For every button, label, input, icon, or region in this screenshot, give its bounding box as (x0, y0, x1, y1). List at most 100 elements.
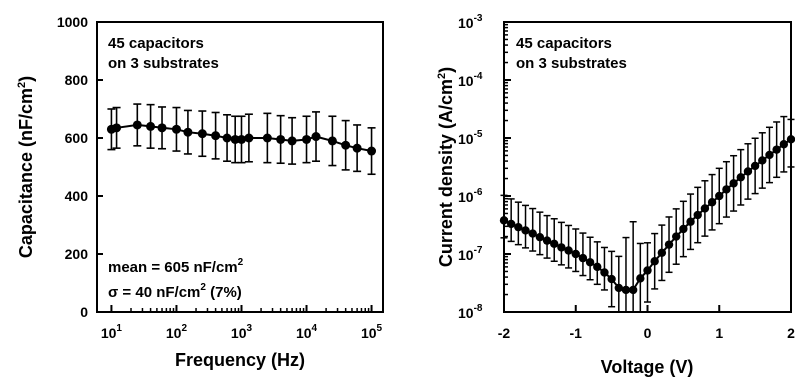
right-data-point (765, 150, 774, 160)
right-data-point (672, 232, 681, 241)
right-data-point (758, 156, 767, 165)
right-data-point (628, 285, 638, 295)
capacitance-chart: 0 200 400 600 800 1000 101 102 103 104 105 45 cap… (16, 14, 384, 370)
right-data-point (571, 249, 580, 259)
left-y-ticks: 0 200 400 600 800 1000 (57, 14, 103, 320)
left-data-point (341, 140, 351, 150)
current-density-chart: 10-8 10-7 10-6 10-5 10-4 10-3 -2 -1 0 1 2 45 capa… (436, 13, 795, 377)
right-data-point (636, 274, 645, 283)
right-data-point (729, 179, 738, 188)
left-y-tick-label: 1000 (57, 14, 88, 30)
left-x-tick-label: 104 (296, 323, 318, 341)
right-y-tick-label: 10-6 (458, 187, 483, 205)
left-data-point (112, 123, 122, 133)
left-data-points (106, 120, 377, 156)
left-x-tick-label: 103 (231, 323, 253, 341)
right-data-point (686, 217, 695, 226)
right-data-point (535, 232, 545, 242)
right-data-point (578, 253, 588, 263)
right-x-tick-label: -2 (498, 325, 511, 341)
right-data-point (550, 239, 559, 248)
right-data-point (528, 229, 537, 238)
left-plot-frame (96, 21, 384, 313)
right-y-tick-label: 10-8 (458, 303, 483, 321)
left-data-point (302, 134, 312, 144)
left-data-point (327, 136, 337, 146)
right-x-ticks: -2 -1 0 1 2 (498, 305, 795, 341)
left-y-tick-label: 200 (65, 246, 89, 262)
right-x-tick-label: 1 (715, 325, 723, 341)
right-data-point (521, 226, 530, 235)
right-data-point (657, 248, 667, 257)
right-data-point (593, 262, 602, 272)
right-y-ticks: 10-8 10-7 10-6 10-5 10-4 10-3 (458, 13, 511, 321)
right-y-tick-label: 10-3 (458, 13, 483, 31)
left-sigma-annotation: σ = 40 nF/cm2 (7%) (108, 282, 242, 301)
left-annotation-line2: on 3 substrates (108, 55, 219, 72)
right-error-bars (500, 115, 795, 312)
right-data-point (542, 236, 552, 245)
left-data-point (230, 134, 240, 144)
right-data-point (779, 140, 789, 149)
left-data-point (287, 136, 297, 146)
right-x-tick-label: -1 (570, 325, 583, 341)
left-x-tick-label: 105 (361, 323, 383, 341)
right-y-axis-label: Current density (A/cm2) (436, 67, 456, 267)
right-x-tick-label: 2 (787, 325, 795, 341)
right-data-point (736, 173, 745, 182)
right-data-point (499, 216, 509, 225)
right-y-tick-label: 10-4 (458, 71, 483, 89)
right-data-point (772, 145, 781, 154)
left-data-point (367, 146, 377, 156)
right-data-points (499, 135, 795, 295)
left-data-point (146, 121, 156, 131)
left-data-point (183, 127, 193, 137)
right-data-point (557, 243, 566, 252)
right-data-point (585, 258, 595, 267)
left-y-axis-label: Capacitance (nF/cm2) (16, 76, 36, 258)
right-data-point (514, 222, 523, 232)
left-x-tick-label: 102 (166, 323, 188, 341)
right-annotation-line2: on 3 substrates (516, 55, 627, 72)
right-data-point (743, 167, 753, 176)
left-data-point (171, 124, 181, 134)
right-data-point (564, 246, 573, 255)
right-data-point (607, 274, 616, 284)
right-data-point (722, 185, 731, 194)
left-x-axis-label: Frequency (Hz) (175, 350, 305, 370)
left-data-point (132, 120, 142, 130)
right-data-point (750, 161, 760, 171)
right-data-point (715, 191, 724, 201)
right-x-axis-label: Voltage (V) (601, 357, 694, 377)
right-data-point (650, 257, 659, 266)
right-annotation-line1: 45 capacitors (516, 35, 612, 52)
left-data-point (157, 123, 167, 133)
left-data-point (262, 133, 272, 143)
right-data-point (786, 135, 795, 144)
left-data-point (222, 133, 232, 143)
right-data-point (600, 268, 609, 277)
right-y-tick-label: 10-5 (458, 129, 483, 147)
left-y-tick-label: 400 (65, 188, 89, 204)
right-data-point (707, 198, 717, 207)
left-y-tick-label: 0 (80, 304, 88, 320)
left-annotation-line1: 45 capacitors (108, 35, 204, 52)
left-data-point (197, 129, 207, 139)
right-x-tick-label: 0 (644, 325, 652, 341)
right-data-point (700, 204, 710, 213)
right-y-tick-label: 10-7 (458, 245, 483, 263)
left-y-tick-label: 600 (65, 130, 89, 146)
left-data-point (276, 134, 286, 144)
left-data-point (352, 143, 362, 153)
left-data-point (236, 134, 246, 144)
right-data-point (664, 240, 674, 249)
right-data-point (621, 285, 631, 295)
left-mean-annotation: mean = 605 nF/cm2 (108, 257, 244, 276)
right-data-point (693, 210, 702, 220)
left-data-point (244, 133, 254, 143)
left-data-point (311, 132, 321, 142)
left-x-ticks: 101 102 103 104 105 (101, 305, 383, 341)
right-data-point (643, 266, 652, 275)
left-data-point (211, 131, 221, 141)
